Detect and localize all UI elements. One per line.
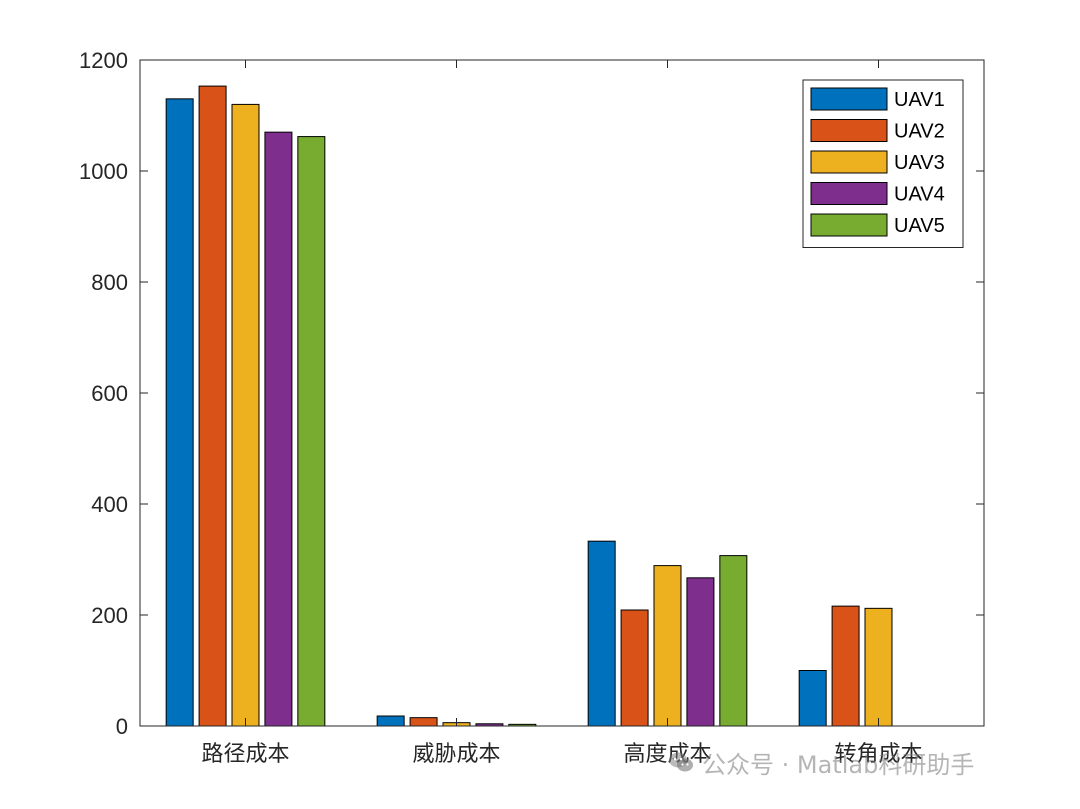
y-tick-label: 1200	[79, 48, 128, 73]
y-tick-label: 800	[91, 270, 128, 295]
watermark-text: 公众号 · Matlab科研助手	[702, 750, 975, 779]
x-axis: 路径成本 威胁成本 高度成本 转角成本	[201, 60, 923, 767]
x-tick-label: 高度成本	[623, 742, 711, 767]
bar-uav4-3	[686, 577, 715, 727]
bar-uav4-1	[264, 131, 293, 727]
bar-uav2-4	[831, 605, 860, 727]
y-tick-label: 600	[91, 381, 128, 406]
bar-uav2-2	[409, 717, 438, 727]
bar-uav1-3	[587, 540, 616, 727]
bar-uav5-1	[297, 136, 326, 727]
x-tick-label: 转角成本	[834, 742, 922, 767]
legend-label-uav4: UAV4	[894, 184, 945, 206]
legend-swatch-uav5	[810, 213, 888, 237]
y-tick-label: 200	[91, 603, 128, 628]
y-tick-label: 400	[91, 492, 128, 517]
bar-uav2-1	[198, 85, 227, 727]
bar-uav5-3	[719, 555, 748, 727]
legend-swatch-uav1	[810, 87, 888, 111]
x-tick-label: 路径成本	[201, 742, 289, 767]
y-axis: 0 200 400 600 800 1000 1200	[79, 48, 984, 739]
bars-layer	[165, 85, 893, 727]
bar-uav3-3	[653, 565, 682, 727]
y-tick-label: 1000	[79, 159, 128, 184]
bar-uav3-4	[864, 607, 893, 727]
bar-uav3-1	[231, 103, 260, 727]
legend-label-uav5: UAV5	[894, 215, 945, 237]
bar-uav1-2	[376, 715, 405, 727]
legend-swatch-uav2	[810, 119, 888, 142]
bar-uav2-3	[620, 609, 649, 727]
y-tick-label: 0	[116, 714, 128, 739]
legend-swatch-uav4	[810, 182, 888, 205]
legend-swatch-uav3	[810, 150, 888, 174]
bar-uav1-4	[798, 670, 827, 727]
legend: UAV1 UAV2 UAV3 UAV4 UAV5	[802, 79, 964, 248]
x-tick-label: 威胁成本	[412, 742, 500, 767]
watermark: 公众号 · Matlab科研助手	[668, 742, 974, 782]
legend-label-uav3: UAV3	[894, 152, 945, 174]
legend-label-uav1: UAV1	[894, 89, 945, 111]
legend-label-uav2: UAV2	[894, 121, 945, 143]
bar-uav1-1	[165, 98, 194, 727]
wechat-icon	[669, 752, 693, 772]
